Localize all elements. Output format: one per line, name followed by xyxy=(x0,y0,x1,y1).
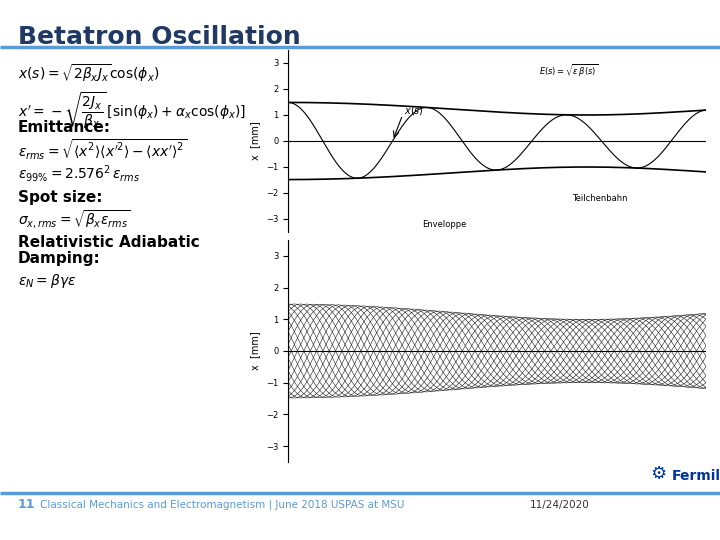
Text: Relativistic Adiabatic: Relativistic Adiabatic xyxy=(18,235,199,250)
Text: $x^{\prime} = -\sqrt{\dfrac{2J_x}{\beta_x}}\,[\sin(\phi_x) + \alpha_x \cos(\phi_: $x^{\prime} = -\sqrt{\dfrac{2J_x}{\beta_… xyxy=(18,90,246,131)
Text: Betatron Oscillation: Betatron Oscillation xyxy=(18,25,301,49)
Text: Enveloppe: Enveloppe xyxy=(422,220,466,229)
Text: $\epsilon_{99\%} = 2.576^2\,\epsilon_{rms}$: $\epsilon_{99\%} = 2.576^2\,\epsilon_{rm… xyxy=(18,163,140,184)
Text: 11: 11 xyxy=(18,498,35,511)
Text: 11/24/2020: 11/24/2020 xyxy=(530,500,590,510)
Text: Spot size:: Spot size: xyxy=(18,190,102,205)
Text: $\gamma_x = \dfrac{1 + \alpha_x^2}{\beta_x}$: $\gamma_x = \dfrac{1 + \alpha_x^2}{\beta… xyxy=(435,62,510,103)
Text: $\alpha_x = -\dfrac{\beta^{\prime}_x}{2}$: $\alpha_x = -\dfrac{\beta^{\prime}_x}{2}… xyxy=(295,62,361,96)
Text: $E(s)=\sqrt{\epsilon\,\beta(s)}$: $E(s)=\sqrt{\epsilon\,\beta(s)}$ xyxy=(539,62,598,79)
Y-axis label: x  [mm]: x [mm] xyxy=(251,122,261,160)
Text: Wille: Wille xyxy=(611,432,665,452)
Text: ⚙: ⚙ xyxy=(650,465,666,483)
Text: Emittance:: Emittance: xyxy=(18,120,111,135)
Text: $x(s) = \sqrt{2\beta_x J_x}\cos(\phi_x)$: $x(s) = \sqrt{2\beta_x J_x}\cos(\phi_x)$ xyxy=(18,62,159,84)
Text: $\sigma_{x,rms} = \sqrt{\beta_x \epsilon_{rms}}$: $\sigma_{x,rms} = \sqrt{\beta_x \epsilon… xyxy=(18,208,130,230)
Text: Fermilab: Fermilab xyxy=(672,469,720,483)
Text: Classical Mechanics and Electromagnetism | June 2018 USPAS at MSU: Classical Mechanics and Electromagnetism… xyxy=(40,500,405,510)
Text: Teilchenbahn: Teilchenbahn xyxy=(572,194,628,203)
Text: $\epsilon_N = \beta\gamma\epsilon$: $\epsilon_N = \beta\gamma\epsilon$ xyxy=(18,272,76,290)
Text: $\epsilon_{rms} = \sqrt{\langle x^2\rangle\langle x^{\prime 2}\rangle - \langle : $\epsilon_{rms} = \sqrt{\langle x^2\rang… xyxy=(18,138,187,162)
Y-axis label: x  [mm]: x [mm] xyxy=(251,332,261,370)
Text: Damping:: Damping: xyxy=(18,251,101,266)
Text: $x(s)$: $x(s)$ xyxy=(405,104,424,117)
